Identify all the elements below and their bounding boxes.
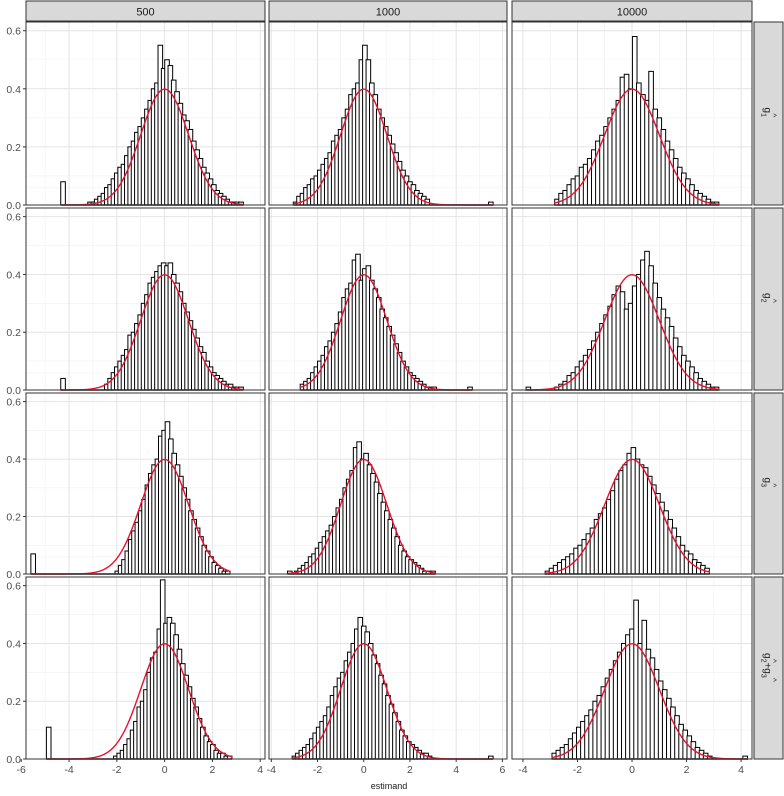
density-curve: [60, 274, 244, 391]
x-tick-label: 6: [499, 764, 505, 776]
x-tick-label: 4: [257, 764, 263, 776]
y-tick-label: 0.4: [6, 269, 21, 281]
y-tick-label: 0.4: [6, 454, 21, 466]
facet-label-col: 1000: [376, 7, 400, 19]
facet-strip-top: [268, 0, 508, 22]
facet-label-text: g2+g3: [760, 653, 773, 678]
facet-label-row: g2 ^: [760, 293, 778, 303]
y-tick-label: 0.4: [6, 638, 21, 650]
facet-hat: ^: [769, 299, 778, 303]
density-curve: [287, 458, 436, 575]
x-tick-label: 4: [453, 764, 459, 776]
facet-label-col: 10000: [617, 7, 648, 19]
density-curve: [554, 88, 720, 206]
panel-border: [511, 21, 753, 206]
x-tick-label: -6: [17, 764, 26, 776]
x-tick-label: 4: [738, 764, 744, 776]
facet-hat: ^: [769, 114, 778, 118]
panel-border: [268, 392, 508, 575]
y-tick-label: 0.2: [6, 696, 21, 708]
x-tick-label: 2: [407, 764, 413, 776]
y-tick-label: 0.0: [6, 569, 21, 581]
x-tick-label: -2: [112, 764, 121, 776]
x-axis-title: estimand: [371, 781, 408, 791]
facet-strip-right: [753, 576, 784, 760]
panel-border: [511, 207, 753, 391]
y-tick-label: 0.6: [6, 26, 21, 38]
x-tick-label: -4: [267, 764, 276, 776]
panel-border: [25, 207, 266, 391]
x-tick-label: 0: [629, 764, 635, 776]
histogram-bar: [45, 726, 52, 760]
y-tick-label: 0.6: [6, 212, 21, 224]
panel-border: [268, 21, 508, 206]
y-tick-label: 0.2: [6, 512, 21, 524]
facet-strip-right: [753, 207, 784, 391]
x-tick-label: 0: [361, 764, 367, 776]
y-tick-label: 0.4: [6, 84, 21, 96]
panel-border: [268, 576, 508, 760]
facet-label-col: 500: [136, 7, 154, 19]
y-tick-label: 0.6: [6, 397, 21, 409]
y-tick-label: 0.0: [6, 754, 21, 766]
histogram-bar: [60, 377, 66, 391]
density-curve: [525, 274, 720, 391]
facet-strip-right: [753, 392, 784, 575]
facet-hat: ^: [769, 484, 778, 488]
panel-border: [25, 392, 266, 575]
density-curve: [551, 643, 748, 760]
facet-strip-right: [753, 21, 784, 206]
facet-label-text: g2: [760, 293, 773, 303]
x-tick-label: -2: [573, 764, 582, 776]
panel-border: [25, 576, 266, 760]
x-tick-label: -2: [313, 764, 322, 776]
facet-label-row: g3 ^: [760, 478, 778, 488]
density-curve: [544, 458, 710, 575]
panel-border: [25, 21, 266, 206]
facet-hat: ^: [769, 678, 778, 682]
y-tick-label: 0.0: [6, 385, 21, 397]
x-tick-label: 0: [162, 764, 168, 776]
facet-hat: ^: [769, 659, 778, 663]
facet-label-row: g2+g3^ ^: [760, 653, 778, 682]
facet-label-text: g3: [760, 478, 773, 488]
facet-strip-top: [25, 0, 266, 22]
y-tick-label: 0.2: [6, 142, 21, 154]
facet-label-row: g1 ^: [760, 108, 778, 118]
x-tick-label: -4: [518, 764, 527, 776]
y-tick-label: 0.6: [6, 581, 21, 593]
panel-border: [511, 392, 753, 575]
y-tick-label: 0.2: [6, 327, 21, 339]
facet-label-text: g1: [760, 108, 773, 118]
panel-border: [268, 207, 508, 391]
histogram-bar: [30, 553, 36, 575]
x-tick-label: 2: [209, 764, 215, 776]
x-tick-label: 2: [684, 764, 690, 776]
histogram-bar: [60, 181, 66, 206]
x-tick-label: -4: [64, 764, 73, 776]
density-curve: [60, 88, 244, 206]
facet-strip-top: [511, 0, 753, 22]
y-tick-label: 0.0: [6, 200, 21, 212]
